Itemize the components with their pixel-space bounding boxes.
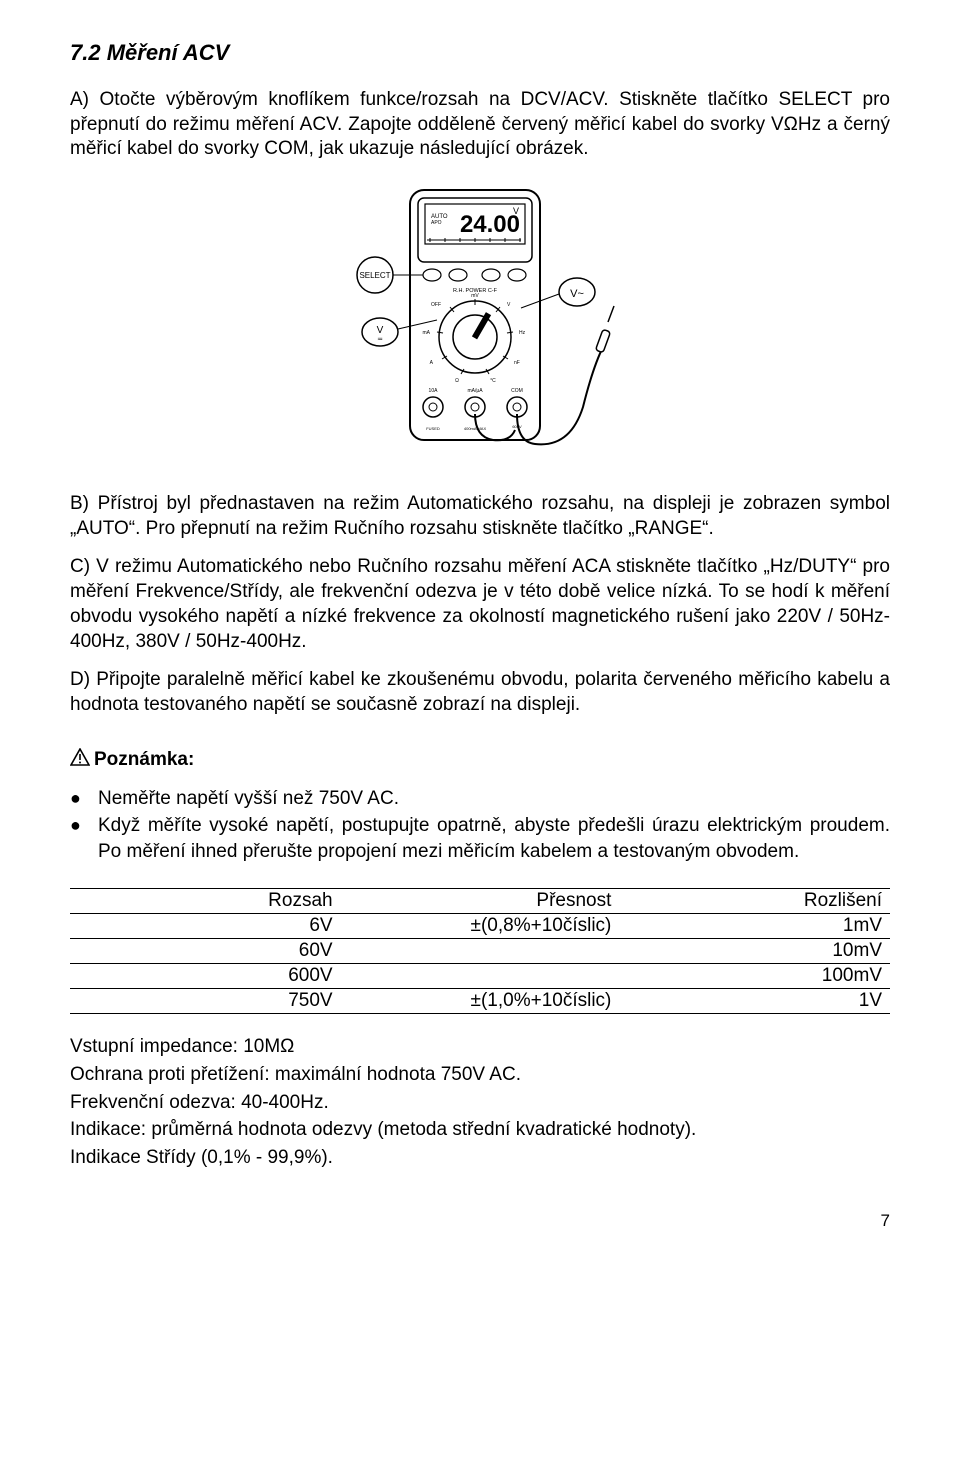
page-number: 7 — [70, 1211, 890, 1231]
svg-text:Hz: Hz — [519, 330, 526, 336]
table-row: 750V ±(1,0%+10číslic) 1V — [70, 989, 890, 1014]
display-value: 24.00 — [460, 211, 520, 238]
svg-text:OFF: OFF — [431, 302, 441, 308]
table-cell: 100mV — [619, 964, 890, 989]
probe-tip — [595, 306, 614, 353]
note-list: Neměřte napětí vyšší než 750V AC. Když m… — [70, 786, 890, 865]
section-heading: 7.2 Měření ACV — [70, 40, 890, 66]
spec-table: Rozsah Přesnost Rozlišení 6V ±(0,8%+10čí… — [70, 888, 890, 1014]
svg-text:mA/μA: mA/μA — [467, 388, 483, 394]
display-bar-label: APO — [431, 220, 442, 226]
svg-text:≂: ≂ — [377, 336, 383, 343]
footer-line: Frekvenční odezva: 40-400Hz. — [70, 1090, 890, 1116]
svg-text:COM: COM — [511, 388, 523, 394]
footer-line: Vstupní impedance: 10MΩ — [70, 1034, 890, 1060]
footer-lines: Vstupní impedance: 10MΩ Ochrana proti př… — [70, 1034, 890, 1170]
table-cell: 1mV — [619, 914, 890, 939]
note-item: Neměřte napětí vyšší než 750V AC. — [70, 786, 890, 812]
table-cell: 1V — [619, 989, 890, 1014]
note-label: Poznámka: — [94, 749, 194, 771]
table-cell: ±(1,0%+10číslic) — [341, 989, 620, 1014]
paragraph-c: C) V režimu Automatického nebo Ručního r… — [70, 555, 890, 654]
warning-icon — [70, 748, 90, 772]
note-item: Když měříte vysoké napětí, postupujte op… — [70, 813, 890, 864]
svg-text:10A: 10A — [429, 388, 439, 394]
table-cell: ±(0,8%+10číslic) — [341, 914, 620, 939]
svg-text:nF: nF — [514, 360, 520, 366]
footer-line: Ochrana proti přetížení: maximální hodno… — [70, 1062, 890, 1088]
svg-text:Ω: Ω — [455, 378, 459, 384]
select-callout-label: SELECT — [359, 271, 390, 280]
svg-text:mV: mV — [471, 293, 479, 299]
multimeter-illustration: AUTO APO 24.00 V R.H. — [315, 182, 645, 462]
table-header: Rozlišení — [619, 889, 890, 914]
table-cell: 6V — [70, 914, 341, 939]
table-cell — [341, 964, 620, 989]
table-header: Rozsah — [70, 889, 341, 914]
table-cell: 10mV — [619, 939, 890, 964]
paragraph-a: A) Otočte výběrovým knoflíkem funkce/roz… — [70, 88, 890, 162]
table-cell: 750V — [70, 989, 341, 1014]
figure-multimeter: AUTO APO 24.00 V R.H. — [70, 182, 890, 462]
table-header-row: Rozsah Přesnost Rozlišení — [70, 889, 890, 914]
table-row: 60V 10mV — [70, 939, 890, 964]
footer-line: Indikace: průměrná hodnota odezvy (metod… — [70, 1117, 890, 1143]
footer-line: Indikace Střídy (0,1% - 99,9%). — [70, 1145, 890, 1171]
svg-text:400mA MAX: 400mA MAX — [464, 426, 487, 431]
svg-text:FUSED: FUSED — [426, 426, 440, 431]
table-cell: 60V — [70, 939, 341, 964]
table-row: 6V ±(0,8%+10číslic) 1mV — [70, 914, 890, 939]
svg-text:°C: °C — [490, 378, 496, 384]
page: 7.2 Měření ACV A) Otočte výběrovým knofl… — [0, 0, 960, 1271]
vdc-callout-label: V — [377, 325, 384, 336]
table-cell — [341, 939, 620, 964]
paragraph-b: B) Přístroj byl přednastaven na režim Au… — [70, 492, 890, 541]
paragraph-d: D) Připojte paralelně měřicí kabel ke zk… — [70, 668, 890, 717]
svg-text:mA: mA — [423, 330, 431, 336]
vac-callout-label: V~ — [570, 288, 584, 300]
table-row: 600V 100mV — [70, 964, 890, 989]
display-unit: V — [513, 206, 519, 216]
table-cell: 600V — [70, 964, 341, 989]
note-heading: Poznámka: — [70, 748, 890, 772]
table-header: Přesnost — [341, 889, 620, 914]
